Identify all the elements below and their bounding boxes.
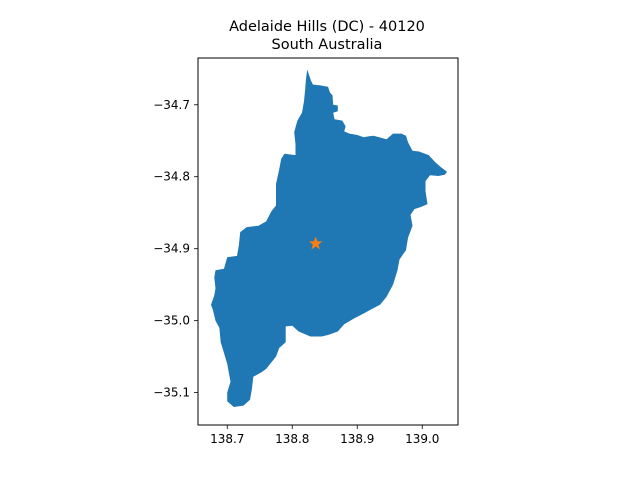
- plot-area: [197, 57, 459, 426]
- x-tick-label: 139.0: [405, 432, 439, 446]
- y-axis: −34.7 −34.8 −34.9 −35.0 −35.1: [153, 98, 198, 400]
- y-tick-label: −34.8: [153, 170, 190, 184]
- region-boundary: [211, 69, 447, 407]
- title-line-1: Adelaide Hills (DC) - 40120: [229, 19, 425, 35]
- x-axis: 138.7 138.8 138.9 139.0: [210, 425, 439, 446]
- y-tick-label: −35.1: [153, 386, 190, 400]
- y-tick-label: −34.9: [153, 242, 190, 256]
- x-tick-label: 138.7: [210, 432, 244, 446]
- x-tick-label: 138.8: [275, 432, 309, 446]
- x-tick-label: 138.9: [340, 432, 374, 446]
- axes-frame: [197, 57, 459, 426]
- title-line-2: South Australia: [272, 37, 383, 53]
- y-tick-label: −34.7: [153, 98, 190, 112]
- star-icon: [308, 236, 323, 250]
- marker-layer: [308, 236, 323, 250]
- y-tick-label: −35.0: [153, 314, 190, 328]
